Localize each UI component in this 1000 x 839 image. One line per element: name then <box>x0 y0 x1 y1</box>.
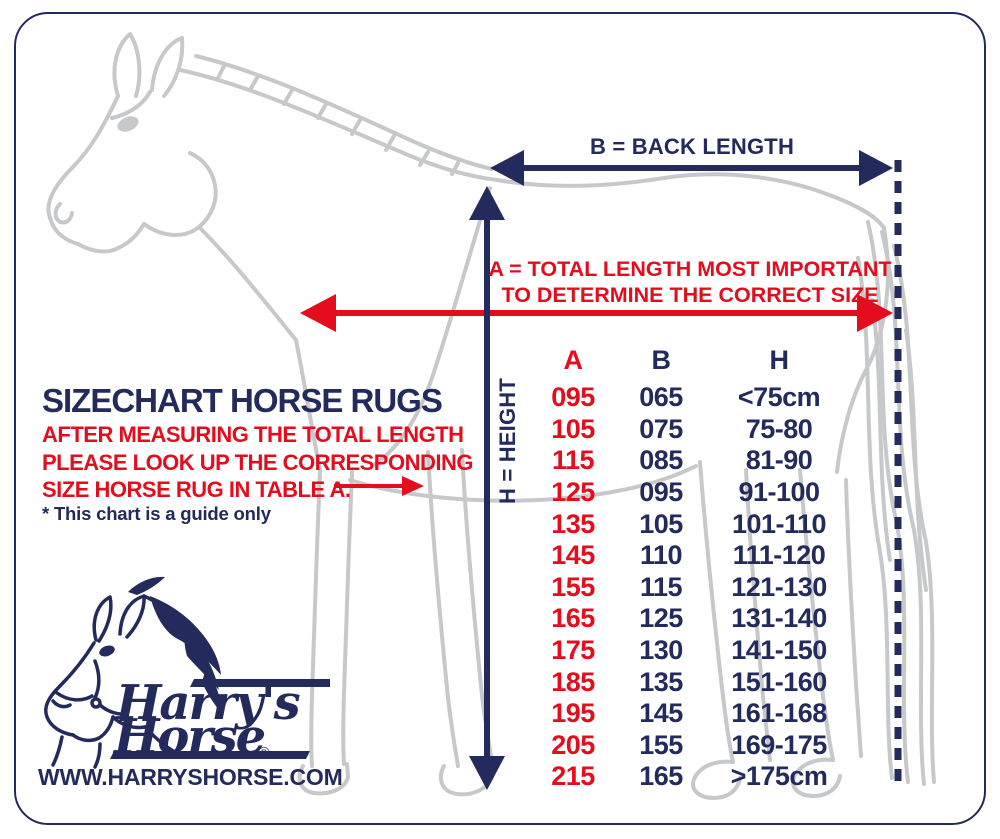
table-cell: 105 <box>551 413 595 444</box>
column-header-b: B <box>651 344 672 375</box>
table-cell: 165 <box>551 603 595 634</box>
table-cell: 161-168 <box>731 698 827 729</box>
column-header-h: H <box>769 344 790 375</box>
table-row: 205 155 169-175 <box>533 730 849 762</box>
table-cell: >175cm <box>730 761 828 792</box>
table-row: 175 130 141-150 <box>533 635 849 667</box>
table-cell: 75-80 <box>745 413 813 444</box>
table-cell: 115 <box>551 445 595 476</box>
size-table: A B H 095 065 <75cm 105 075 75-80 115 085 81-90 1… <box>533 338 849 793</box>
column-header-a: A <box>563 344 584 375</box>
height-label: H = HEIGHT <box>495 377 520 505</box>
instruction-text: AFTER MEASURING THE TOTAL LENGTH PLEASE … <box>42 421 473 504</box>
table-cell: 110 <box>639 540 683 571</box>
table-row: 155 115 121-130 <box>533 572 849 604</box>
horse-eye <box>117 116 139 132</box>
table-row: 125 095 91-100 <box>533 477 849 509</box>
table-cell: 125 <box>639 603 683 634</box>
website-url: WWW.HARRYSHORSE.COM <box>38 764 343 790</box>
table-cell: 125 <box>551 477 595 508</box>
table-cell: 130 <box>639 635 683 666</box>
table-cell: <75cm <box>737 382 821 413</box>
total-length-arrow <box>300 294 893 332</box>
table-cell: 185 <box>551 666 595 697</box>
back-length-label: B = BACK LENGTH <box>589 134 795 159</box>
registered-trademark-symbol: ® <box>258 745 270 762</box>
table-cell: 205 <box>551 729 595 760</box>
table-cell: 065 <box>639 382 683 413</box>
table-cell: 105 <box>639 508 683 539</box>
table-pointer-arrow <box>334 476 424 496</box>
table-cell: 151-160 <box>731 666 827 697</box>
total-length-label-line2: TO DETERMINE THE CORRECT SIZE <box>501 283 879 307</box>
table-cell: 145 <box>551 540 595 571</box>
back-length-arrow <box>490 150 893 186</box>
table-cell: 075 <box>639 413 683 444</box>
table-cell: 175 <box>551 635 595 666</box>
table-cell: 91-100 <box>738 477 820 508</box>
table-cell: 101-110 <box>731 508 827 539</box>
table-cell: 195 <box>551 698 595 729</box>
logo-mane <box>99 576 330 759</box>
table-row: 145 110 111-120 <box>533 540 849 572</box>
instruction-line-1: AFTER MEASURING THE TOTAL LENGTH <box>42 422 464 447</box>
table-cell: 145 <box>639 698 683 729</box>
logo-top-bar <box>190 679 330 687</box>
table-cell: 135 <box>551 508 595 539</box>
table-cell: 155 <box>551 571 595 602</box>
table-cell: 141-150 <box>731 635 827 666</box>
logo-bottom-bar <box>110 751 310 759</box>
table-cell: 121-130 <box>731 571 827 602</box>
table-cell: 81-90 <box>745 445 813 476</box>
page-title: SIZECHART HORSE RUGS <box>42 382 443 419</box>
instruction-line-3: SIZE HORSE RUG IN TABLE A. <box>42 477 351 502</box>
logo-word-horse: Horse <box>112 709 265 765</box>
table-cell: 135 <box>639 666 683 697</box>
table-cell: 215 <box>551 761 595 792</box>
instruction-line-2: PLEASE LOOK UP THE CORRESPONDING <box>42 449 473 475</box>
table-row: 115 085 81-90 <box>533 445 849 477</box>
table-cell: 115 <box>639 571 683 602</box>
table-cell: 165 <box>639 761 683 792</box>
table-row: 185 135 151-160 <box>533 666 849 698</box>
height-arrow <box>469 186 505 790</box>
guide-note: * This chart is a guide only <box>42 503 271 524</box>
table-row: 105 075 75-80 <box>533 414 849 446</box>
table-cell: 085 <box>639 445 683 476</box>
table-cell: 169-175 <box>731 729 827 760</box>
table-row: 135 105 101-110 <box>533 508 849 540</box>
total-length-label: A = TOTAL LENGTH MOST IMPORTANT TO DETER… <box>450 256 930 308</box>
total-length-label-line1: A = TOTAL LENGTH MOST IMPORTANT <box>488 257 892 281</box>
table-cell: 131-140 <box>731 603 827 634</box>
table-row: 195 145 161-168 <box>533 698 849 730</box>
table-cell: 155 <box>639 729 683 760</box>
brand-logo: Harry's Horse ® <box>44 576 330 769</box>
table-row: 215 165 >175cm <box>533 761 849 793</box>
table-row: 165 125 131-140 <box>533 603 849 635</box>
size-table-body: 095 065 <75cm 105 075 75-80 115 085 81-90 125 095 9… <box>533 382 849 793</box>
table-cell: 095 <box>551 382 595 413</box>
logo-word-harrys: Harry's <box>114 675 301 731</box>
table-cell: 111-120 <box>732 540 826 571</box>
table-cell: 095 <box>639 477 683 508</box>
table-row: 095 065 <75cm <box>533 382 849 414</box>
size-table-header-row: A B H <box>533 338 849 382</box>
